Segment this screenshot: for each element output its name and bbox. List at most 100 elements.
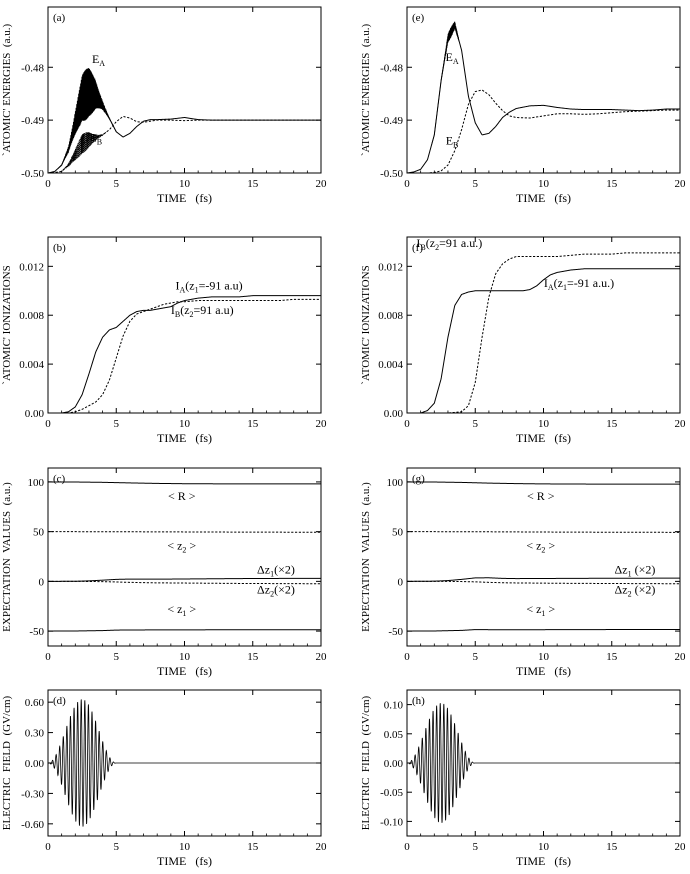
y-tick-label-d-4: 0.60 bbox=[25, 697, 45, 709]
x-tick-label-g-2: 10 bbox=[538, 651, 550, 663]
annotation-e-EA-sub: A bbox=[453, 57, 459, 66]
x-tick-label-g-0: 0 bbox=[404, 651, 410, 663]
annotation-g-R: < R > bbox=[527, 489, 555, 503]
x-tick-label-a-1: 5 bbox=[114, 178, 120, 190]
y-axis-label-e: `ATOMIC' ENERGIES (a.u.) bbox=[360, 24, 372, 157]
annotation-g-z1-main: < z bbox=[526, 602, 541, 616]
annotation-a-EA-main: E bbox=[92, 52, 99, 66]
x-tick-label-b-3: 15 bbox=[247, 418, 259, 430]
y-tick-label-g-2: 50 bbox=[392, 527, 404, 539]
annotation-f-IB-sub2: 2 bbox=[435, 243, 439, 252]
panel-label-c: (c) bbox=[53, 473, 66, 485]
annotation-c-dz1-main: Δz bbox=[257, 562, 270, 576]
annotation-b-IA-rest: (z bbox=[185, 279, 194, 293]
x-axis-label-b: TIME (fs) bbox=[157, 431, 212, 445]
annotation-f-IA: IA(z1=-91 a.u.) bbox=[544, 276, 614, 292]
x-tick-label-g-1: 5 bbox=[473, 651, 479, 663]
y-tick-label-a-0: -0.50 bbox=[21, 168, 44, 180]
x-tick-label-f-4: 20 bbox=[675, 418, 687, 430]
annotation-f-IB-rest2: =91 a.u.) bbox=[439, 236, 482, 250]
annotation-g-z2-main: < z bbox=[526, 539, 541, 553]
x-tick-label-a-2: 10 bbox=[179, 178, 191, 190]
y-tick-label-e-2: -0.48 bbox=[380, 62, 403, 74]
x-tick-label-e-1: 5 bbox=[473, 178, 479, 190]
annotation-c-dz2-sub: 2 bbox=[270, 589, 274, 598]
x-tick-label-f-1: 5 bbox=[473, 418, 479, 430]
plot-frame-e bbox=[406, 6, 681, 174]
panel-e: 0 5 10 15 20 -0.50 -0.49 -0.48 TIME (fs) `ATOMIC'… bbox=[360, 6, 686, 205]
series-line-b-1 bbox=[48, 298, 321, 413]
x-tick-label-b-4: 20 bbox=[316, 418, 328, 430]
series-line-c-1 bbox=[48, 531, 321, 533]
annotation-b-IB-rest: (z bbox=[180, 303, 189, 317]
annotation-b-IB: IB(z2=91 a.u) bbox=[171, 303, 234, 319]
annotation-e-EB-sub: B bbox=[453, 140, 458, 149]
series-line-b-0 bbox=[48, 295, 321, 413]
annotation-c-z2-rest: > bbox=[186, 539, 196, 553]
annotation-c-dz2-main: Δz bbox=[257, 582, 270, 596]
y-tick-label-f-2: 0.008 bbox=[378, 310, 403, 322]
series-line-g-4 bbox=[407, 628, 680, 632]
annotation-b-IA: IA(z1=-91 a.u) bbox=[175, 279, 242, 295]
annotation-f-IB-sub: B bbox=[420, 243, 425, 252]
x-tick-label-c-3: 15 bbox=[247, 651, 259, 663]
series-line-g-2 bbox=[407, 577, 680, 582]
panel-a: 0 5 10 15 20 -0.50 -0.49 -0.48 TIME (fs) `ATOMIC'… bbox=[1, 6, 327, 205]
y-tick-label-d-2: 0.00 bbox=[25, 758, 45, 770]
annotation-f-IB-rest: (z bbox=[426, 236, 435, 250]
x-tick-label-f-0: 0 bbox=[404, 418, 410, 430]
annotation-c-dz2: Δz2(×2) bbox=[257, 582, 295, 598]
annotation-g-z1-rest: > bbox=[545, 602, 555, 616]
y-tick-label-c-2: 50 bbox=[33, 527, 45, 539]
panel-label-d: (d) bbox=[53, 695, 66, 707]
annotation-a-EB-main: E bbox=[89, 130, 96, 144]
panel-label-b: (b) bbox=[53, 242, 66, 254]
x-tick-label-a-0: 0 bbox=[45, 178, 51, 190]
y-axis-label-f: `ATOMIC' IONIZATIONS bbox=[360, 265, 372, 384]
x-axis-label-e: TIME (fs) bbox=[516, 191, 571, 205]
plot-frame-b bbox=[47, 236, 322, 414]
x-tick-label-h-2: 10 bbox=[538, 841, 550, 853]
y-tick-label-f-1: 0.004 bbox=[378, 359, 403, 371]
y-tick-label-a-1: -0.49 bbox=[21, 115, 44, 127]
series-line-c-2 bbox=[48, 577, 321, 582]
annotation-g-dz1-sub: 1 bbox=[628, 569, 632, 578]
annotation-g-dz1-rest: (×2) bbox=[632, 562, 656, 576]
annotation-c-R: < R > bbox=[168, 489, 196, 503]
annotation-f-IA-sub2: 1 bbox=[563, 283, 567, 292]
y-tick-label-g-0: -50 bbox=[388, 626, 403, 638]
y-tick-label-b-2: 0.008 bbox=[19, 310, 44, 322]
y-tick-label-d-0: -0.60 bbox=[21, 819, 44, 831]
annotation-f-IA-main: I bbox=[544, 276, 548, 290]
annotation-g-dz1-main: Δz bbox=[615, 562, 628, 576]
series-line-g-1 bbox=[407, 531, 680, 533]
y-tick-label-h-0: -0.10 bbox=[380, 816, 403, 828]
panel-c: 0 5 10 15 20 -50 0 50 100 TIME (fs) EXPECTATION VA… bbox=[1, 467, 327, 678]
series-line-g-0 bbox=[407, 481, 680, 485]
x-tick-label-c-2: 10 bbox=[179, 651, 191, 663]
x-tick-label-b-1: 5 bbox=[114, 418, 120, 430]
annotation-c-dz1: Δz1(×2) bbox=[257, 562, 295, 578]
y-tick-label-d-3: 0.30 bbox=[25, 728, 45, 740]
annotation-c-z2: < z2 > bbox=[167, 539, 196, 555]
x-tick-label-g-3: 15 bbox=[606, 651, 618, 663]
annotation-e-EA: EA bbox=[445, 50, 458, 66]
panel-h: 0 5 10 15 20 -0.10 -0.05 0.00 0.05 0.10 TIME (fs) E… bbox=[360, 689, 687, 868]
annotation-f-IA-sub: A bbox=[548, 283, 554, 292]
panel-label-g: (g) bbox=[412, 473, 425, 485]
annotation-a-EB-sub: B bbox=[97, 137, 102, 146]
annotation-b-IA-main: I bbox=[175, 279, 179, 293]
x-tick-label-h-1: 5 bbox=[473, 841, 479, 853]
annotation-f-IB: IB(z2=91 a.u.) bbox=[416, 236, 482, 252]
x-tick-label-a-3: 15 bbox=[247, 178, 259, 190]
annotation-c-dz1-rest: (×2) bbox=[274, 562, 295, 576]
y-tick-label-f-3: 0.012 bbox=[378, 261, 403, 273]
annotation-c-z1-rest: > bbox=[186, 602, 196, 616]
x-tick-label-h-3: 15 bbox=[606, 841, 618, 853]
y-tick-label-h-2: 0.00 bbox=[384, 758, 404, 770]
annotation-g-z2-sub: 2 bbox=[541, 546, 545, 555]
y-tick-label-e-0: -0.50 bbox=[380, 168, 403, 180]
x-tick-label-h-4: 20 bbox=[675, 841, 687, 853]
annotation-b-IB-sub: B bbox=[175, 310, 180, 319]
annotation-g-R-main: < R > bbox=[527, 489, 555, 503]
